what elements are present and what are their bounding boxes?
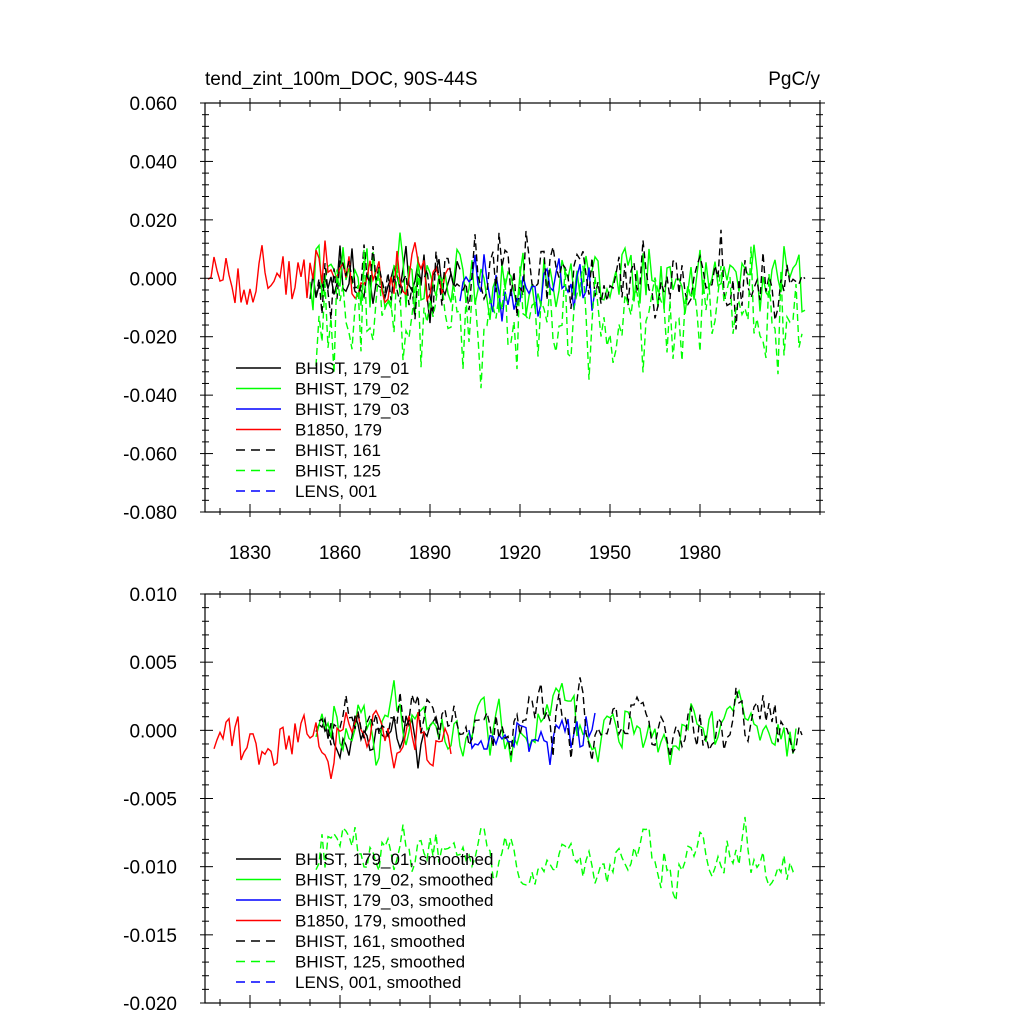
y-tick-label: -0.015 <box>123 926 177 947</box>
series-line-4 <box>315 229 806 330</box>
x-tick-label: 1980 <box>679 543 721 564</box>
top-panel: tend_zint_100m_DOC, 90S-44S PgC/y 0.060 0… <box>123 69 825 564</box>
legend-label: BHIST, 179_02 <box>295 380 409 399</box>
y-tick-label: -0.010 <box>123 858 177 879</box>
legend-label: BHIST, 179_01, smoothed <box>295 850 493 869</box>
y-tick-label: -0.005 <box>123 790 177 811</box>
legend-label: BHIST, 125 <box>295 462 381 481</box>
series-line-1 <box>315 680 797 766</box>
y-tick-label: -0.060 <box>123 445 177 466</box>
legend-label: B1850, 179, smoothed <box>295 912 466 931</box>
y-tick-label: 0.005 <box>129 653 177 674</box>
plot-frame <box>204 102 821 513</box>
series-line-3 <box>213 709 452 780</box>
y-tick-label: 0.000 <box>129 269 177 290</box>
legend-label: BHIST, 179_03, smoothed <box>295 891 493 910</box>
y-tick-label: -0.040 <box>123 386 177 407</box>
y-tick-label: -0.020 <box>123 994 177 1015</box>
x-tick-label: 1950 <box>589 543 631 564</box>
legend-label: LENS, 001, smoothed <box>295 973 461 992</box>
y-tick-label: 0.020 <box>129 211 177 232</box>
top-panel-title-left: tend_zint_100m_DOC, 90S-44S <box>205 69 478 90</box>
series-line-5 <box>315 816 797 901</box>
series-line-1 <box>309 232 806 320</box>
series-line-5 <box>315 246 803 389</box>
y-tick-label: 0.040 <box>129 152 177 173</box>
legend-label: BHIST, 125, smoothed <box>295 953 465 972</box>
legend-label: BHIST, 179_01 <box>295 359 409 378</box>
y-tick-label: 0.010 <box>129 585 177 606</box>
legend-label: BHIST, 161, smoothed <box>295 932 465 951</box>
top-panel-title-right: PgC/y <box>768 69 820 90</box>
x-tick-label: 1860 <box>319 543 361 564</box>
legend-label: BHIST, 179_03 <box>295 400 409 419</box>
legend-label: BHIST, 179_02, smoothed <box>295 871 493 890</box>
bottom-panel: 0.010 0.005 0.000 -0.005 -0.010 -0.015 -0.020 B… <box>123 585 825 1015</box>
y-tick-label: -0.080 <box>123 503 177 524</box>
x-tick-label: 1890 <box>409 543 451 564</box>
series-line-3 <box>207 240 452 305</box>
legend: BHIST, 179_01, smoothed BHIST, 179_02, sm… <box>236 850 493 992</box>
legend-label: B1850, 179 <box>295 421 382 440</box>
x-tick-label: 1830 <box>229 543 271 564</box>
legend-label: LENS, 001 <box>295 482 377 501</box>
series-line-0 <box>315 715 440 769</box>
y-tick-label: -0.020 <box>123 328 177 349</box>
series-line-4 <box>318 677 803 761</box>
y-tick-label: 0.000 <box>129 721 177 742</box>
x-tick-label: 1920 <box>499 543 541 564</box>
y-tick-label: 0.060 <box>129 94 177 115</box>
series-line-0 <box>309 245 461 324</box>
legend-label: BHIST, 161 <box>295 441 381 460</box>
